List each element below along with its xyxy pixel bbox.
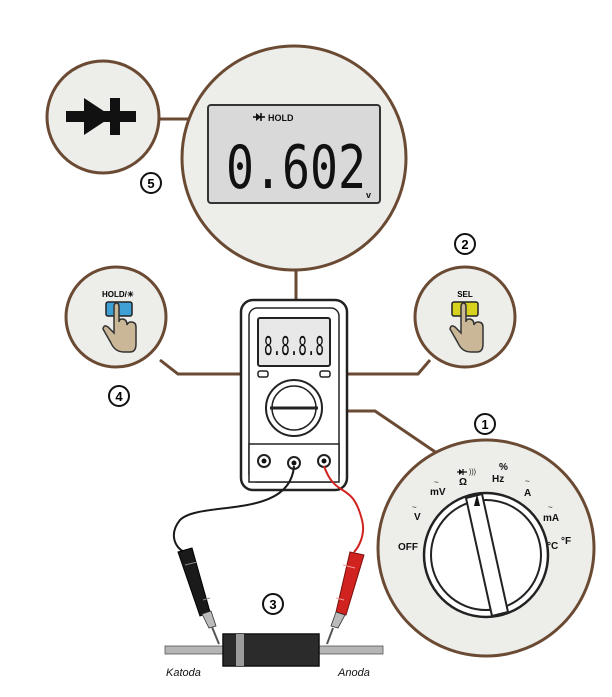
step-4-number: 4 (115, 389, 123, 404)
cathode-label: Katoda (166, 667, 201, 679)
connector-sel (330, 359, 432, 376)
black-probe (177, 547, 220, 645)
step-2-number: 2 (461, 237, 468, 252)
step-2-badge: 2 (454, 233, 476, 255)
zoom-lcd (207, 104, 381, 204)
diode-cathode-band (236, 634, 244, 666)
zoom-display-callout: HOLD 0.602 v (180, 44, 408, 272)
dial-label-mv: mV (430, 487, 446, 498)
dial-diode-symbol-icon: ))) (457, 469, 476, 476)
diode-symbol-icon (66, 98, 136, 135)
diode-symbol-callout (45, 59, 161, 175)
red-lead-wire (323, 465, 364, 553)
dial-pointer-tip-icon (474, 494, 480, 506)
zoom-unit: v (366, 190, 371, 200)
step-1-badge: 1 (474, 413, 496, 435)
red-probe (326, 551, 365, 645)
svg-text:~: ~ (434, 478, 439, 487)
dial-callout: OFF V ~ mV ~ ))) Ω % Hz A ~ mA ~ °C °F (376, 438, 596, 658)
step-4-badge: 4 (108, 385, 130, 407)
dial-label-a: A (524, 488, 531, 499)
diode-lead-left (164, 645, 224, 655)
meter-sel-button[interactable] (319, 370, 331, 378)
svg-text:))): ))) (469, 469, 476, 476)
dial-pointer-bar (464, 492, 510, 618)
dial-label-hz: Hz (492, 474, 504, 485)
meter-hold-button[interactable] (257, 370, 269, 378)
dial-label-celsius: °C (547, 541, 558, 552)
step-3-badge: 3 (262, 593, 284, 615)
svg-text:~: ~ (412, 503, 417, 512)
dial-label-fahrenheit: °F (561, 536, 571, 547)
dial-label-percent: % (499, 462, 508, 473)
zoom-hold-label: HOLD (268, 113, 294, 123)
sel-button-callout: SEL (413, 265, 517, 369)
svg-text:~: ~ (525, 477, 530, 486)
sel-button-label: SEL (457, 290, 473, 299)
diode-lead-right (316, 645, 384, 655)
step-1-number: 1 (481, 417, 488, 432)
meter-lcd (257, 317, 331, 367)
dial-label-off: OFF (398, 542, 418, 553)
svg-text:~: ~ (548, 503, 553, 512)
black-lead-wire (172, 465, 295, 553)
multimeter: 8.8.8.8 (239, 298, 349, 492)
zoom-diode-symbol-icon (253, 113, 265, 121)
hold-button-callout: HOLD/☀ (64, 265, 168, 369)
hand-pointer-icon (102, 302, 137, 353)
zoom-reading: 0.602 (226, 133, 366, 203)
meter-display-digits: 8.8.8.8 (264, 332, 324, 362)
diode-component (164, 633, 384, 667)
anode-label: Anoda (337, 667, 370, 679)
dial-label-v: V (414, 512, 421, 523)
hand-pointer-icon (449, 302, 484, 353)
step-5-number: 5 (147, 176, 154, 191)
dial-label-ohm: Ω (459, 477, 467, 488)
dial-label-ma: mA (543, 513, 559, 524)
step-5-badge: 5 (140, 172, 162, 194)
connector-hold (159, 358, 262, 376)
hold-button-label: HOLD/☀ (102, 290, 134, 299)
step-3-number: 3 (269, 597, 276, 612)
